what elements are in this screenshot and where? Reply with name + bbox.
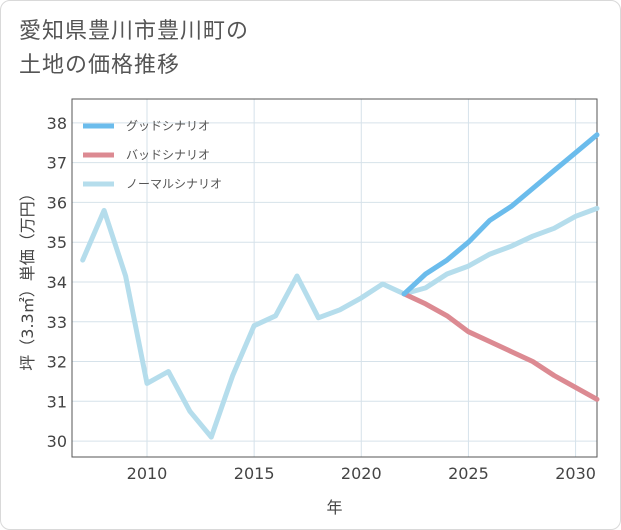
- y-axis-ticks: 30 31 32 33 34 35 36 37 38: [47, 114, 67, 451]
- chart-title-line1: 愛知県豊川市豊川町の: [19, 19, 250, 44]
- x-axis-title: 年: [326, 498, 342, 517]
- y-tick-label: 37: [47, 154, 67, 173]
- series-line-3: [80, 205, 600, 440]
- y-tick-label: 34: [47, 273, 67, 292]
- x-axis-ticks: 2010 2015 2020 2025 2030: [127, 464, 596, 483]
- y-tick-label: 31: [47, 392, 67, 411]
- x-tick-label: 2020: [341, 464, 382, 483]
- x-tick-label: 2030: [555, 464, 596, 483]
- y-tick-label: 36: [47, 193, 67, 212]
- legend-label: ノーマルシナリオ: [126, 177, 222, 191]
- series-line-2: [401, 291, 600, 402]
- y-tick-label: 38: [47, 114, 67, 133]
- plot-area-frame: [71, 98, 598, 458]
- y-tick-label: 32: [47, 353, 67, 372]
- chart-title-line2: 土地の価格推移: [19, 53, 181, 78]
- legend-label: バッドシナリオ: [126, 148, 210, 162]
- x-tick-label: 2010: [127, 464, 168, 483]
- y-tick-label: 30: [47, 432, 67, 451]
- chart-title: 愛知県豊川市豊川町の 土地の価格推移: [19, 15, 249, 83]
- legend-label: グッドシナリオ: [126, 119, 210, 133]
- y-tick-label: 35: [47, 233, 67, 252]
- y-tick-label: 33: [47, 313, 67, 332]
- series-lines: [80, 132, 600, 440]
- x-tick-label: 2025: [448, 464, 489, 483]
- series-line-1: [401, 132, 600, 297]
- x-tick-label: 2015: [234, 464, 275, 483]
- y-axis-title: 坪（3.3㎡）単価（万円）: [18, 185, 37, 370]
- grid-lines: [72, 99, 597, 457]
